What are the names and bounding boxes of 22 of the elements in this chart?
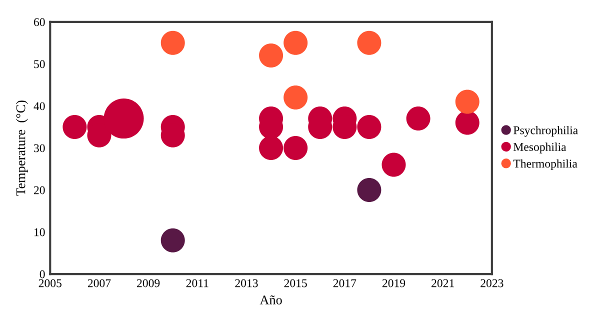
y-tick-label: 20	[34, 186, 45, 194]
x-tick-label: 2013	[235, 279, 258, 288]
legend-label: Mesophilia	[514, 142, 566, 154]
x-tick-label: 2023	[480, 279, 504, 288]
legend-label: Psychrophilia	[514, 126, 578, 137]
y-tick-label: 10	[34, 228, 45, 236]
y-tick-label: 40	[34, 102, 45, 110]
x-tick-label: 2011	[186, 279, 208, 288]
x-tick-label: 2021	[432, 279, 454, 288]
y-tick-label: 50	[34, 60, 45, 68]
x-tick-label: 2005	[38, 279, 62, 288]
y-tick-label: 30	[34, 144, 45, 152]
x-tick-label: 2015	[284, 279, 307, 288]
y-axis-title: Temperature (°C)	[16, 100, 28, 196]
x-tick-label: 2019	[382, 279, 406, 288]
y-tick-label: 0	[40, 270, 45, 278]
legend-label: Thermophilia	[513, 159, 578, 170]
y-tick-label: 60	[34, 18, 45, 26]
x-axis-title: Año	[260, 295, 282, 304]
x-tick-label: 2017	[333, 279, 356, 288]
x-tick-label: 2009	[137, 279, 160, 288]
x-tick-label: 2007	[88, 279, 111, 288]
